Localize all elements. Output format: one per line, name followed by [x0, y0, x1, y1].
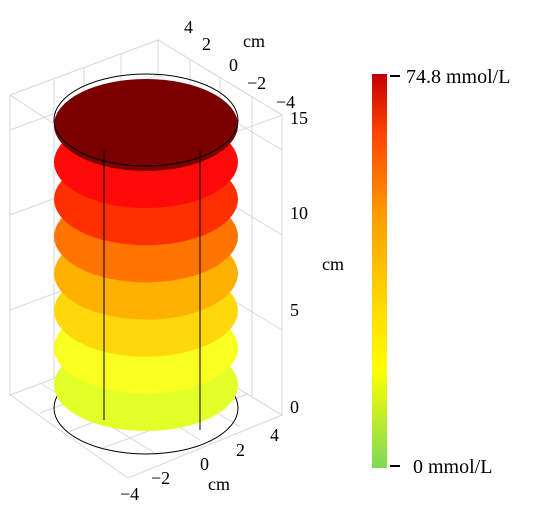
z-tick-5: 5 — [290, 300, 299, 320]
y-tick-top-0: 0 — [229, 55, 238, 75]
z-tick-15: 15 — [290, 108, 308, 128]
colorbar-min-label: 0 mmol/L — [413, 456, 492, 478]
colorbar: 74.8 mmol/L 0 mmol/L — [372, 66, 510, 478]
y-tick-top-4: 4 — [184, 17, 193, 37]
y-tick-top-neg2: −2 — [247, 73, 266, 93]
z-unit: cm — [322, 254, 344, 274]
colorbar-gradient — [372, 74, 387, 468]
x-tick-4: 4 — [270, 425, 279, 445]
concentration-layers — [54, 79, 238, 431]
y-unit-top: cm — [243, 31, 265, 51]
z-tick-0: 0 — [290, 397, 299, 417]
x-unit: cm — [208, 474, 230, 494]
cylinder-outline — [53, 73, 239, 430]
x-tick-neg2: −2 — [151, 468, 170, 488]
x-tick-0: 0 — [200, 454, 209, 474]
concentration-layer-8 — [54, 79, 238, 171]
z-tick-10: 10 — [290, 203, 308, 223]
y-tick-top-2: 2 — [202, 34, 211, 54]
y-tick-top-neg4: −4 — [276, 92, 295, 112]
x-tick-2: 2 — [236, 440, 245, 460]
colorbar-max-label: 74.8 mmol/L — [406, 66, 510, 88]
x-tick-neg4: −4 — [120, 484, 139, 504]
